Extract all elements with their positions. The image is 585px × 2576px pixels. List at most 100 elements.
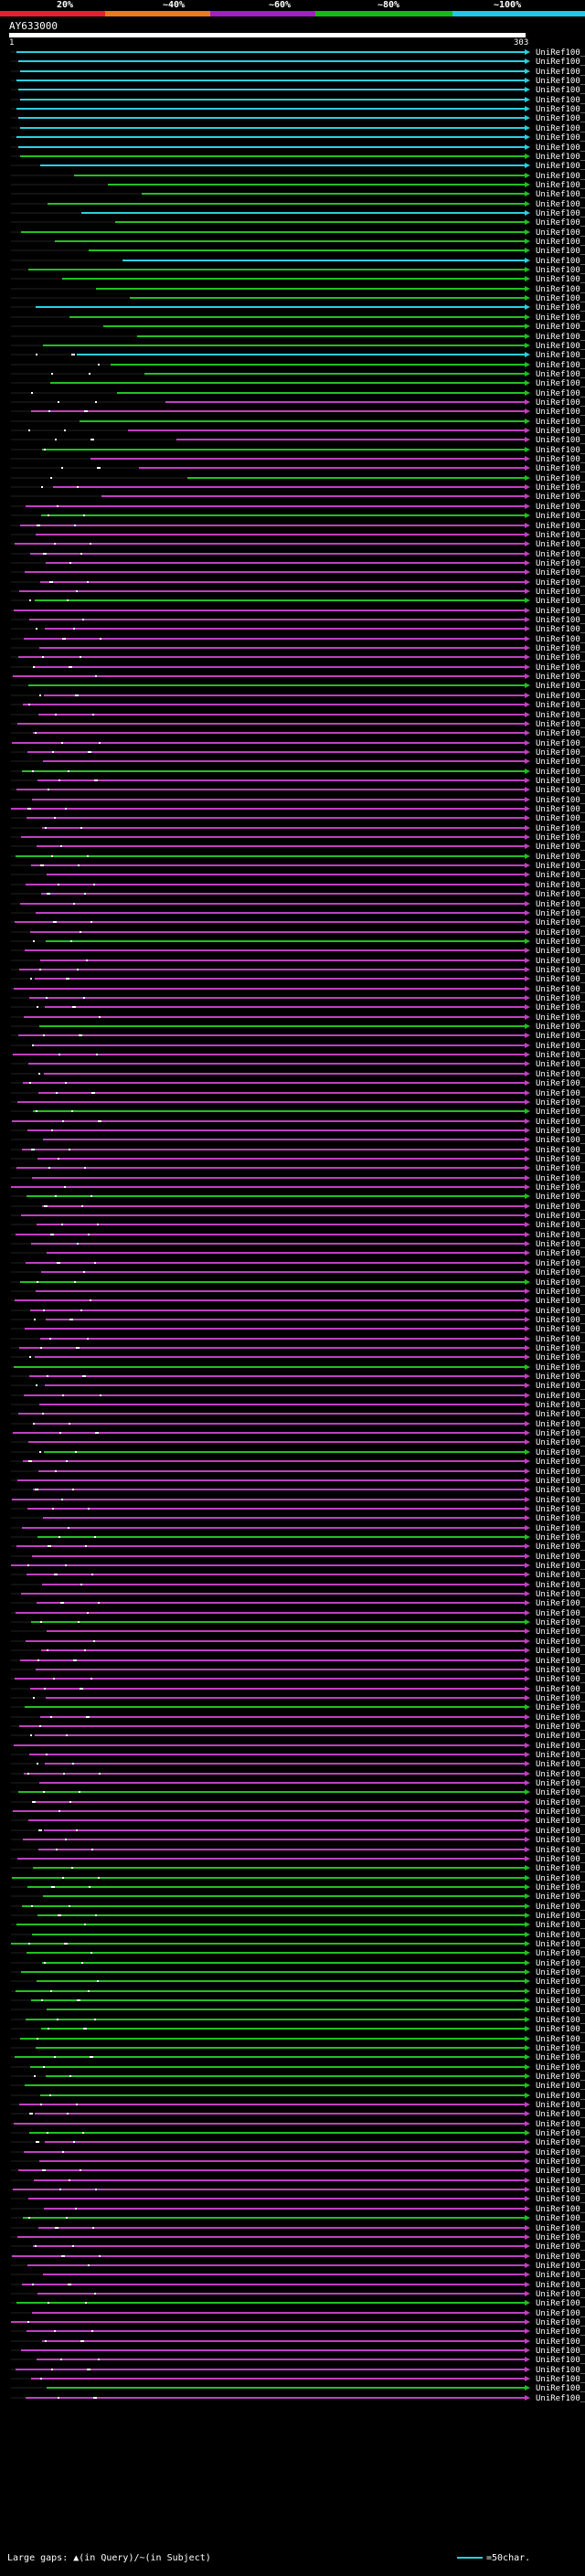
hit-label: UniRef100_P26574: [536, 1042, 585, 1051]
hit-arrow: [525, 484, 530, 490]
gap-marker: [97, 467, 99, 469]
hit-arrow: [525, 1269, 530, 1275]
hit-row: UniRef100_P10795: [11, 975, 585, 984]
hit-arrow: [525, 882, 530, 887]
hit-label: UniRef100_A3RH34: [536, 493, 585, 502]
hit-arrow: [525, 2139, 530, 2145]
hit-label: UniRef100_Q2V2H0: [536, 1249, 585, 1258]
gap-marker: [64, 1186, 66, 1188]
hit-row: UniRef100_P00873: [11, 68, 585, 77]
hit-label: UniRef100_Q41351: [536, 1174, 585, 1183]
gap-marker: [87, 581, 89, 583]
gap-marker: [50, 1234, 52, 1235]
gap-marker: [80, 1688, 81, 1690]
hit-arrow: [525, 579, 530, 585]
hit-label: UniRef100_P19309: [536, 540, 585, 549]
hit-arrow: [525, 1658, 530, 1663]
gap-marker: [58, 401, 59, 403]
hit-arrow: [525, 891, 530, 896]
gap-marker: [39, 1725, 41, 1727]
hit-arrow: [525, 901, 530, 906]
gap-marker: [41, 1999, 43, 2001]
gap-marker: [33, 1423, 35, 1425]
hit-row: UniRef100_P16881: [11, 398, 585, 408]
hit-arrow: [525, 1449, 530, 1455]
gap-marker: [37, 1006, 38, 1008]
hit-row: UniRef100_A9NL36: [11, 2092, 585, 2101]
hit-row: UniRef100_Q0ISQ4: [11, 418, 585, 427]
hit-arrow: [525, 1686, 530, 1691]
hit-arrow: [525, 1043, 530, 1048]
hit-row: UniRef100_Q8FUJ5: [11, 1382, 585, 1391]
hit-row: UniRef100_Q5ZH41: [11, 446, 585, 455]
gap-marker: [72, 2245, 74, 2247]
hit-label: UniRef100_A4RSK0: [536, 124, 585, 133]
gap-marker: [79, 1034, 80, 1036]
hit-label: UniRef100_Q08183: [536, 1032, 585, 1041]
hit-row: UniRef100_C1E325: [11, 361, 585, 370]
gap-marker: [62, 638, 64, 640]
hit-row: UniRef100_P16032: [11, 824, 585, 833]
gap-marker: [93, 2397, 95, 2399]
hit-label: UniRef100_A9RGA8: [536, 1164, 585, 1173]
hit-row: UniRef100_Q9T4H0: [11, 1259, 585, 1268]
hit-arrow: [525, 2319, 530, 2325]
hit-arrow: [525, 778, 530, 783]
hit-arrow: [525, 352, 530, 357]
hit-arrow: [525, 2328, 530, 2334]
hit-label: UniRef100_P19312: [536, 1316, 585, 1325]
gap-marker: [82, 2340, 84, 2342]
gap-marker: [85, 2302, 87, 2304]
hit-arrow: [525, 1232, 530, 1237]
hit-label: UniRef100_A9SF50: [536, 843, 585, 852]
hit-row: UniRef100_A4SAZ1: [11, 2195, 585, 2204]
hit-label: UniRef100_Q10623: [536, 2394, 585, 2403]
hit-label: UniRef100_Q10626: [536, 2375, 585, 2384]
hit-label: UniRef100_A9P1G7: [536, 531, 585, 540]
hit-row: UniRef100_Q43110: [11, 455, 585, 464]
hit-row: UniRef100_Q41373: [11, 464, 585, 473]
gap-marker: [40, 2378, 42, 2380]
hit-row: UniRef100_Q3B691: [11, 209, 585, 218]
gap-marker: [48, 789, 49, 790]
hit-arrow: [525, 493, 530, 499]
hit-arrow: [525, 1828, 530, 1833]
gap-marker: [75, 1659, 77, 1661]
hit-arrow: [525, 1439, 530, 1445]
hit-label: UniRef100_A9NL08: [536, 2072, 585, 2082]
hit-arrow: [525, 1950, 530, 1956]
hit-arrow: [525, 815, 530, 821]
hit-arrow: [525, 2206, 530, 2211]
hit-row: UniRef100_P16133: [11, 153, 585, 162]
hit-row: UniRef100_C5XHA3: [11, 1997, 585, 2006]
gap-marker: [73, 354, 75, 355]
gap-marker: [74, 525, 76, 526]
gap-marker: [86, 410, 88, 412]
hit-arrow: [525, 258, 530, 263]
gap-marker: [57, 1262, 58, 1264]
hit-label: UniRef100_A9UH09: [536, 739, 585, 748]
hit-row: UniRef100_Q39741: [11, 2148, 585, 2157]
hit-row: UniRef100_A9NVP8: [11, 2035, 585, 2044]
gap-marker: [83, 1271, 85, 1273]
hit-label: UniRef100_Q00SQ3: [536, 1344, 585, 1353]
hit-label: UniRef100_Q08186: [536, 966, 585, 975]
hit-arrow: [525, 523, 530, 528]
hit-label: UniRef100_Q2Q253: [536, 1003, 585, 1012]
hit-row: UniRef100_A9NKQ4: [11, 2101, 585, 2110]
hit-label: UniRef100_A9T3X7: [536, 1118, 585, 1127]
gap-marker: [78, 1621, 80, 1623]
hit-row: UniRef100_A7YYW0: [11, 1353, 585, 1362]
hit-row: UniRef100_Q9MU13: [11, 1940, 585, 1949]
hit-arrow: [525, 1893, 530, 1899]
hit-arrow: [525, 843, 530, 849]
hit-arrow: [525, 1714, 530, 1720]
hit-arrow: [525, 1752, 530, 1757]
gap-marker: [27, 1564, 29, 1566]
hit-label: UniRef100_Q5GN51: [536, 1988, 585, 1997]
hit-arrow: [525, 958, 530, 963]
hit-row: UniRef100_Q9FRX4: [11, 1931, 585, 1940]
hit-row: UniRef100_A9P1P7: [11, 938, 585, 947]
hit-row: UniRef100_Q64FU1: [11, 1392, 585, 1401]
hit-label: UniRef100_P04714: [536, 1751, 585, 1760]
